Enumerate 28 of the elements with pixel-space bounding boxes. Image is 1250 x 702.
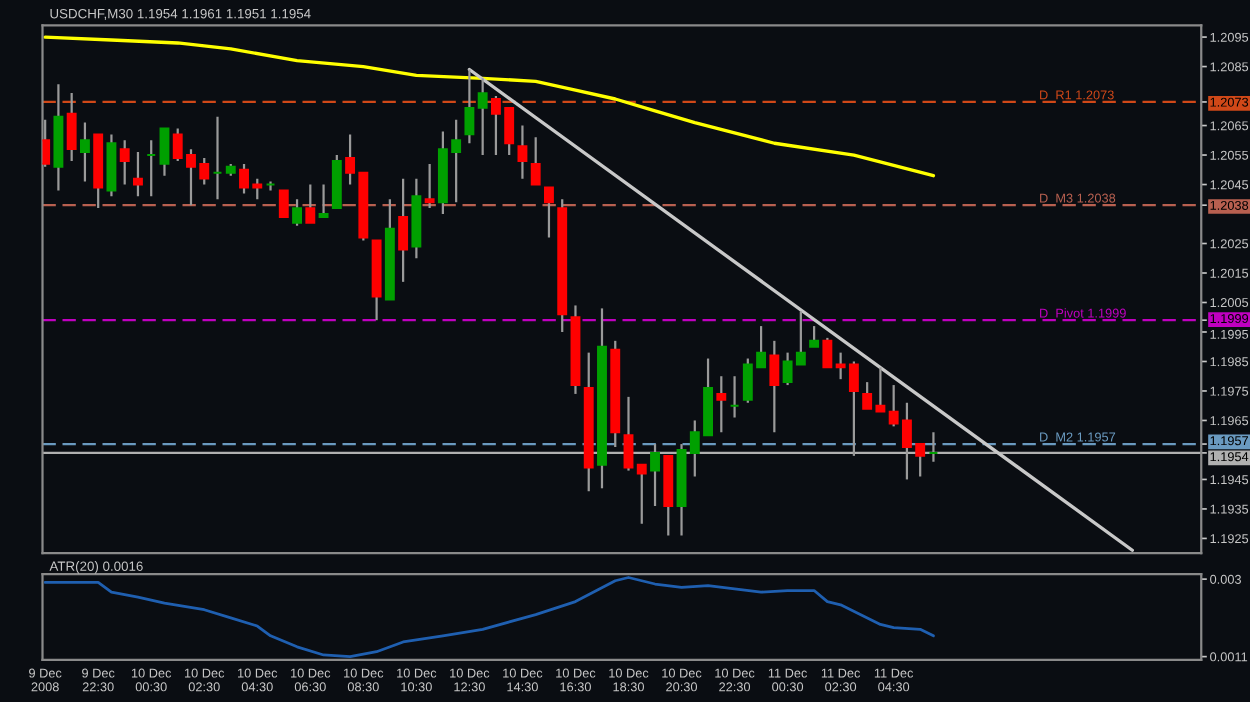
- candlestick: [650, 442, 660, 508]
- candlestick: [106, 133, 117, 198]
- candlestick: [530, 136, 541, 186]
- candlestick: [292, 198, 302, 227]
- candlestick: [278, 189, 289, 218]
- candlestick: [305, 183, 316, 224]
- candlestick: [398, 177, 409, 283]
- candlestick: [716, 375, 727, 434]
- candlestick: [133, 150, 143, 198]
- candlestick: [517, 124, 528, 180]
- candlestick: [809, 324, 820, 348]
- candlestick: [464, 68, 475, 145]
- candlestick: [636, 463, 647, 525]
- candlestick: [623, 395, 634, 472]
- candlestick: [159, 127, 170, 177]
- candlestick: [544, 186, 554, 239]
- candlestick: [769, 339, 780, 434]
- candlestick: [318, 183, 329, 219]
- candlestick: [79, 121, 90, 183]
- line-series: [43, 35, 936, 178]
- candlestick: [477, 77, 488, 157]
- candlestick: [822, 336, 833, 369]
- candlestick: [424, 162, 435, 210]
- candlestick: [66, 91, 77, 163]
- candlestick: [119, 139, 130, 186]
- candlestick: [331, 153, 342, 210]
- line-series: [43, 576, 935, 659]
- candlestick: [42, 118, 51, 168]
